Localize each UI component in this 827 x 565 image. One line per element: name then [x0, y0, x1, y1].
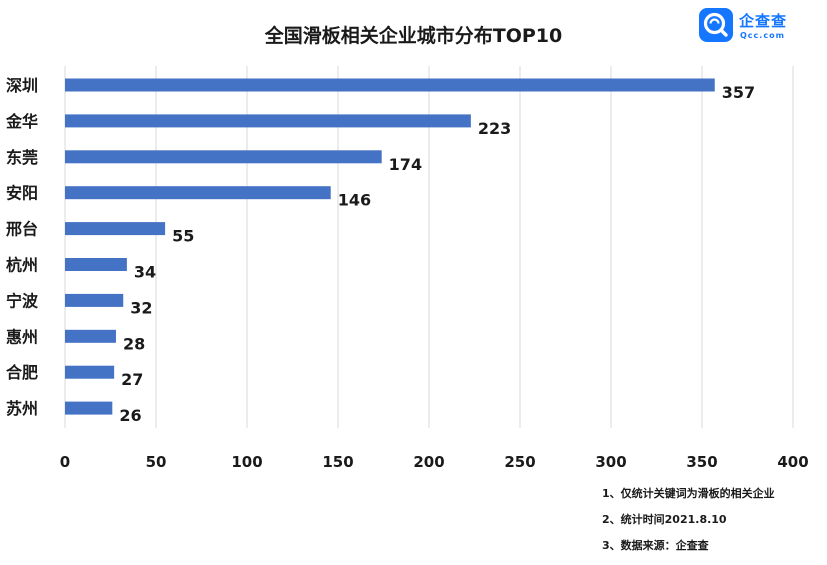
- x-tick-label: 200: [413, 453, 444, 471]
- data-label: 28: [123, 334, 145, 353]
- bar: [65, 222, 166, 236]
- bar: [65, 150, 382, 164]
- category-label: 宁波: [6, 291, 39, 310]
- qcc-logo-icon: [699, 8, 733, 42]
- category-label: 合肥: [6, 363, 38, 382]
- category-label: 杭州: [6, 256, 38, 275]
- bars: [65, 78, 715, 415]
- x-axis-ticks: 0 50 100 150 200 250 300 350 400: [60, 453, 809, 471]
- data-label: 55: [172, 227, 194, 246]
- data-label: 146: [338, 191, 371, 210]
- x-tick-label: 100: [231, 453, 262, 471]
- data-label: 27: [121, 370, 143, 389]
- category-label: 苏州: [6, 399, 38, 418]
- category-label: 金华: [5, 112, 38, 131]
- chart-title: 全国滑板相关企业城市分布TOP10: [264, 25, 563, 47]
- x-tick-label: 150: [322, 453, 353, 471]
- x-tick-label: 300: [595, 453, 626, 471]
- logo-name-cn: 企查查: [739, 12, 788, 30]
- category-label: 惠州: [6, 327, 38, 346]
- data-label: 357: [722, 83, 755, 102]
- data-label: 174: [389, 155, 422, 174]
- footnote-3: 3、数据来源：企查查: [602, 539, 709, 552]
- category-label: 东莞: [6, 148, 38, 167]
- footnote-2: 2、统计时间2021.8.10: [602, 513, 727, 526]
- footnotes: 1、仅统计关键词为滑板的相关企业 2、统计时间2021.8.10 3、数据来源：…: [602, 487, 775, 565]
- data-label: 223: [478, 119, 511, 138]
- data-label: 26: [119, 406, 141, 425]
- bar: [65, 329, 116, 343]
- data-label: 34: [134, 263, 156, 282]
- category-label: 安阳: [6, 184, 38, 203]
- bar: [65, 186, 331, 200]
- bar: [65, 78, 715, 92]
- x-tick-label: 400: [777, 453, 808, 471]
- bar: [65, 401, 113, 415]
- bar: [65, 293, 124, 307]
- category-label: 深圳: [6, 76, 38, 95]
- category-label: 邢台: [5, 220, 38, 239]
- value-labels: 357 223 174 146 55 34 32 28 27 26: [119, 83, 755, 425]
- bar: [65, 258, 127, 271]
- x-tick-label: 0: [60, 453, 70, 471]
- logo-name-en: Qcc.com: [740, 31, 785, 40]
- footnote-1: 1、仅统计关键词为滑板的相关企业: [602, 487, 775, 500]
- qcc-logo: 企查查 Qcc.com: [699, 8, 819, 44]
- x-tick-label: 250: [504, 453, 535, 471]
- data-label: 32: [130, 298, 152, 317]
- bar: [65, 365, 115, 379]
- x-tick-label: 350: [686, 453, 717, 471]
- x-tick-label: 50: [146, 453, 167, 471]
- bar: [65, 114, 471, 128]
